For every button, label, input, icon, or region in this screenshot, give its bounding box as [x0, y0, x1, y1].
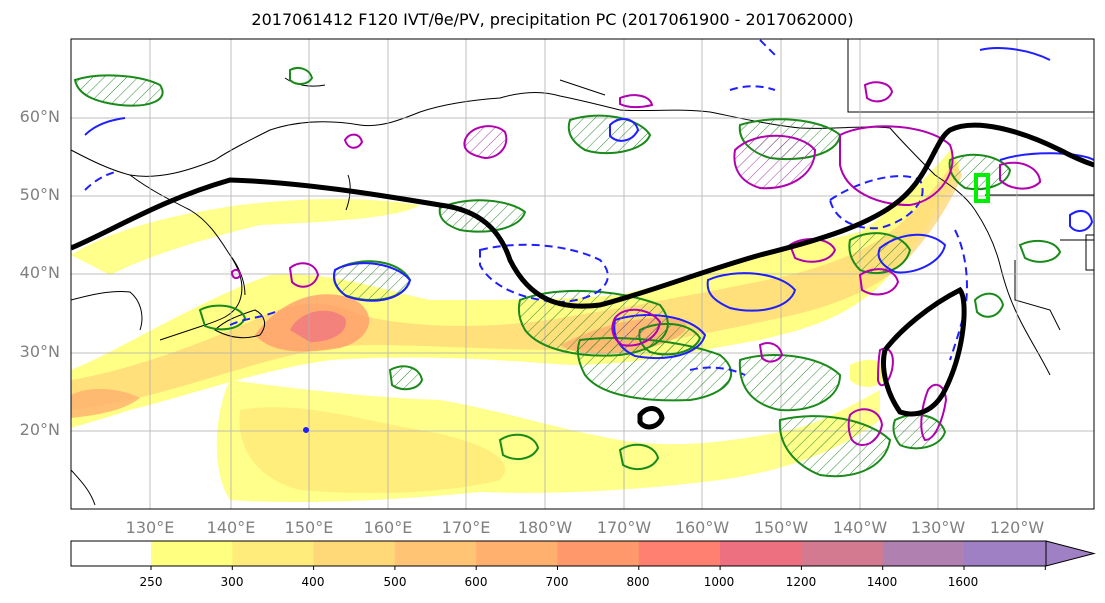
colorbar-segment — [882, 541, 965, 566]
pv-2-contour — [71, 122, 1094, 430]
lon-label: 150°E — [284, 518, 334, 537]
colorbar-tick-label: 700 — [545, 575, 569, 589]
lon-label: 170°E — [441, 518, 491, 537]
colorbar-segment — [638, 541, 721, 566]
colorbar-segment — [313, 541, 396, 566]
lon-label: 150°W — [753, 518, 809, 537]
lon-label: 180°W — [517, 518, 573, 537]
colorbar-tick-label: 500 — [383, 575, 407, 589]
colorbar-tick-label: 400 — [301, 575, 325, 589]
colorbar-segment — [232, 541, 315, 566]
colorbar-extend-arrow — [1045, 540, 1096, 567]
colorbar-segment — [151, 541, 233, 566]
colorbar — [71, 540, 1096, 570]
lat-label: 60°N — [19, 107, 60, 126]
lon-label: 160°W — [674, 518, 730, 537]
lat-label: 20°N — [19, 420, 60, 439]
lon-label: 130°E — [125, 518, 175, 537]
lon-label: 140°W — [832, 518, 888, 537]
lat-label: 50°N — [19, 185, 60, 204]
colorbar-tick-label: 300 — [220, 575, 244, 589]
lon-label: 160°E — [363, 518, 413, 537]
colorbar-segment — [476, 541, 558, 566]
marker — [974, 173, 990, 203]
colorbar-segment — [801, 541, 884, 566]
colorbar-tick-label: 1400 — [866, 575, 898, 589]
colorbar-segment — [557, 541, 640, 566]
lon-label: 140°E — [206, 518, 256, 537]
lon-label: 170°W — [596, 518, 652, 537]
lon-label: 130°W — [910, 518, 966, 537]
colorbar-tick-label: 600 — [464, 575, 488, 589]
colorbar-tick-label: 1600 — [947, 575, 979, 589]
colorbar-segment — [720, 541, 802, 566]
lat-label: 30°N — [19, 342, 60, 361]
colorbar-tick-label: 1200 — [785, 575, 817, 589]
gridlines — [71, 39, 1094, 509]
colorbar-segment — [964, 541, 1046, 566]
lon-label: 120°W — [989, 518, 1045, 537]
lat-label: 40°N — [19, 263, 60, 282]
colorbar-tick-label: 1000 — [703, 575, 735, 589]
colorbar-tick-label: 800 — [626, 575, 650, 589]
pv-contours — [230, 81, 1042, 446]
colorbar-segment — [394, 541, 477, 566]
map-title: 2017061412 F120 IVT/θe/PV, precipitation… — [251, 10, 854, 29]
colorbar-tick-label: 250 — [139, 575, 163, 589]
